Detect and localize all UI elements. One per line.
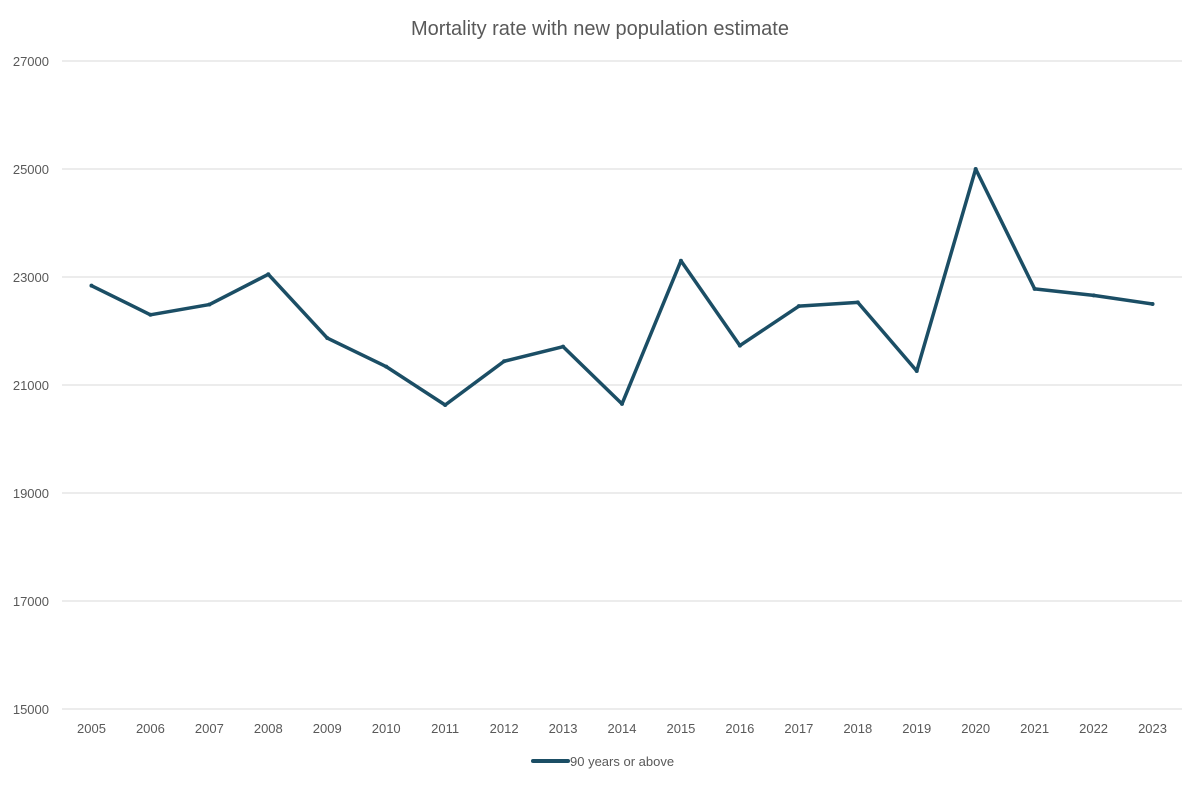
y-tick-label: 19000 xyxy=(13,486,49,501)
x-tick-label: 2020 xyxy=(961,721,990,736)
y-axis-tick-labels: 15000 17000 19000 21000 23000 25000 27000 xyxy=(13,54,49,717)
x-tick-label: 2014 xyxy=(608,721,637,736)
x-tick-label: 2023 xyxy=(1138,721,1167,736)
data-point xyxy=(207,302,212,307)
x-tick-label: 2007 xyxy=(195,721,224,736)
x-tick-label: 2006 xyxy=(136,721,165,736)
data-point xyxy=(1091,293,1096,298)
chart-title: Mortality rate with new population estim… xyxy=(411,18,789,40)
series-lines xyxy=(89,167,1155,407)
legend[interactable]: 90 years or above xyxy=(531,754,674,769)
data-point xyxy=(561,344,566,349)
x-tick-label: 2008 xyxy=(254,721,283,736)
data-point xyxy=(325,336,330,341)
data-point xyxy=(384,364,389,369)
legend-label: 90 years or above xyxy=(570,754,674,769)
y-tick-label: 21000 xyxy=(13,378,49,393)
data-point xyxy=(678,258,683,263)
data-point xyxy=(796,304,801,309)
gridlines xyxy=(62,60,1182,710)
y-tick-label: 23000 xyxy=(13,270,49,285)
data-point xyxy=(914,368,919,373)
x-tick-label: 2012 xyxy=(490,721,519,736)
y-tick-label: 17000 xyxy=(13,594,49,609)
x-tick-label: 2019 xyxy=(902,721,931,736)
series-line-0 xyxy=(89,167,1155,407)
data-point xyxy=(973,167,978,171)
data-point xyxy=(148,312,153,317)
y-tick-label: 25000 xyxy=(13,162,49,177)
x-tick-label: 2015 xyxy=(666,721,695,736)
y-tick-label: 27000 xyxy=(13,54,49,69)
x-axis-tick-labels: 2005 2006 2007 2008 2009 2010 2011 2012 2013 2014… xyxy=(77,721,1167,736)
data-point xyxy=(737,343,742,348)
x-tick-label: 2016 xyxy=(725,721,754,736)
y-tick-label: 15000 xyxy=(13,702,49,717)
x-tick-label: 2011 xyxy=(431,721,459,736)
x-tick-label: 2013 xyxy=(549,721,578,736)
x-tick-label: 2009 xyxy=(313,721,342,736)
x-tick-label: 2022 xyxy=(1079,721,1108,736)
x-tick-label: 2018 xyxy=(843,721,872,736)
data-point xyxy=(1032,286,1037,291)
data-point xyxy=(443,402,448,407)
data-point xyxy=(502,359,507,364)
x-tick-label: 2017 xyxy=(784,721,813,736)
data-point xyxy=(1150,302,1155,306)
x-tick-label: 2021 xyxy=(1020,721,1049,736)
data-point xyxy=(266,272,271,277)
x-tick-label: 2005 xyxy=(77,721,106,736)
data-point xyxy=(620,401,624,406)
x-tick-label: 2010 xyxy=(372,721,401,736)
data-point xyxy=(855,300,860,305)
data-point xyxy=(89,283,94,288)
